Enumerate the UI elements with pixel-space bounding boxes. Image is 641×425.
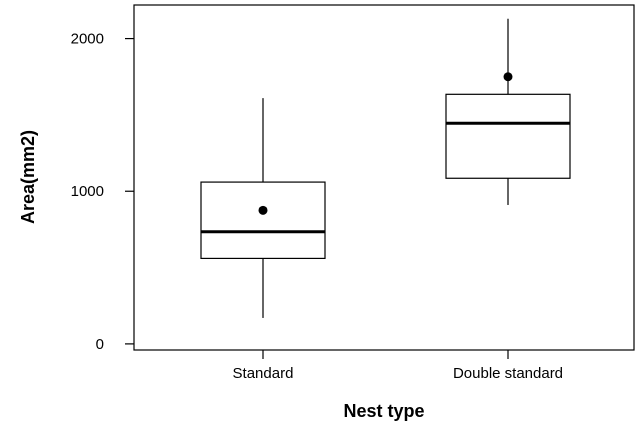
iqr-box (200, 181, 326, 260)
iqr-box (445, 93, 571, 179)
x-tick-label-0: Standard (233, 365, 294, 382)
box-1 (445, 18, 571, 205)
y-axis: 0 1000 2000 (71, 31, 134, 353)
x-axis-title: Nest type (343, 401, 424, 421)
x-tick-label-1: Double standard (453, 365, 563, 382)
y-axis-title: Area(mm2) (18, 130, 38, 224)
mean-point (503, 72, 513, 82)
plot-frame (133, 4, 635, 351)
box-0 (200, 98, 326, 318)
y-tick-label-1000: 1000 (71, 183, 104, 200)
mean-point (258, 205, 268, 215)
x-axis: Standard Double standard (233, 350, 563, 382)
y-tick-label-0: 0 (96, 336, 104, 353)
y-tick-label-2000: 2000 (71, 31, 104, 48)
boxes-group (200, 18, 571, 318)
